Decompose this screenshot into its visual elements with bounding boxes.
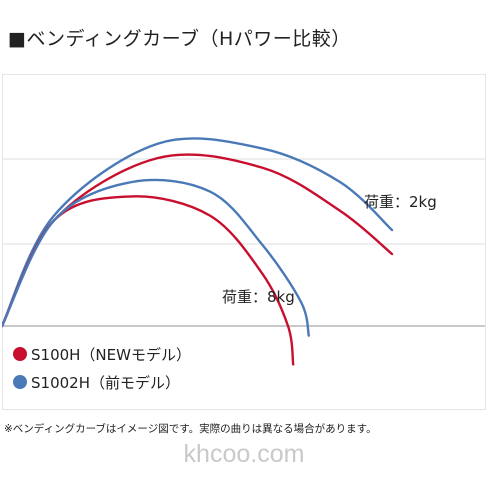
annotations: 荷重：2kg 荷重：8kg xyxy=(222,193,437,306)
legend-dot-2 xyxy=(13,375,27,389)
footnote: ※ベンディングカーブはイメージ図です。実際の曲りは異なる場合があります。 xyxy=(4,423,377,435)
legend-label-2: S1002H（前モデル） xyxy=(31,374,180,392)
curves xyxy=(2,137,394,366)
load-label-1: 荷重：2kg xyxy=(364,193,437,211)
legend: S100H（NEWモデル） S1002H（前モデル） xyxy=(13,346,191,392)
curve-red-8kg xyxy=(2,195,295,366)
chart-svg: 荷重：2kg 荷重：8kg S100H（NEWモデル） S1002H（前モデル） xyxy=(2,74,486,410)
legend-label-1: S100H（NEWモデル） xyxy=(31,346,191,364)
load-label-2: 荷重：8kg xyxy=(222,288,295,306)
watermark: khcoo.com xyxy=(183,440,305,468)
chart-title: ■ベンディングカーブ（Hパワー比較） xyxy=(8,28,351,50)
legend-dot-1 xyxy=(13,347,27,361)
curve-red-2kg xyxy=(2,153,394,328)
bending-curve-chart: 荷重：2kg 荷重：8kg S100H（NEWモデル） S1002H（前モデル） xyxy=(2,74,486,410)
curve-blue-8kg xyxy=(2,178,310,337)
chart-frame xyxy=(2,74,486,410)
grid xyxy=(2,74,486,410)
curve-blue-2kg xyxy=(2,137,394,328)
